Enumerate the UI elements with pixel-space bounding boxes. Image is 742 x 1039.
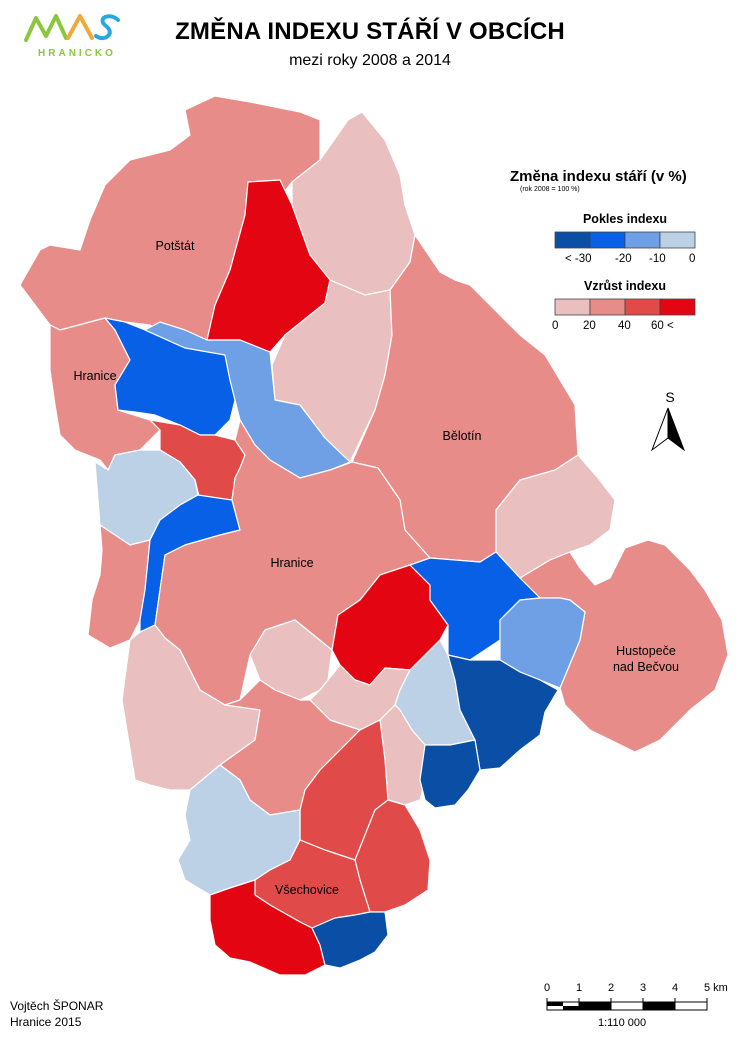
- region-west-pink[interactable]: [87, 524, 151, 649]
- place-label-hustopece: Hustopeče: [616, 644, 676, 658]
- scale-label-3: 3: [640, 982, 647, 994]
- legend-increase-swatch-2: [589, 298, 626, 316]
- legend-increase-swatch-4: [659, 298, 696, 316]
- scale-bar: [546, 998, 708, 1011]
- scale-label-4: 4: [672, 982, 679, 994]
- map-subtitle: mezi roky 2008 a 2014: [289, 52, 451, 69]
- legend-decrease-tick-3: -10: [649, 253, 666, 265]
- scale-label-2: 2: [608, 982, 615, 994]
- place-label-hranice: Hranice: [270, 556, 313, 570]
- mas-hranicko-logo: HRANICKO: [22, 8, 132, 64]
- legend-decrease-swatch-3: [624, 231, 661, 249]
- legend-note: (rok 2008 = 100 %): [520, 186, 580, 193]
- credits: Vojtěch ŠPONAR Hranice 2015: [10, 998, 103, 1030]
- legend-decrease-swatch-1: [554, 231, 591, 249]
- legend-increase-swatch-3: [624, 298, 661, 316]
- scale-label-0: 0: [544, 982, 551, 994]
- region-dark-blue-south[interactable]: [419, 739, 481, 809]
- place-label-nad-becvou: nad Bečvou: [613, 660, 679, 674]
- logo-subtext: HRANICKO: [38, 48, 116, 59]
- legend-increase-tick-3: 40: [618, 320, 631, 332]
- legend-increase-heading: Vzrůst indexu: [584, 279, 666, 293]
- legend-decrease-tick-2: -20: [615, 253, 632, 265]
- scale-label-1: 1: [576, 982, 583, 994]
- legend-increase-tick-2: 20: [583, 320, 596, 332]
- legend-increase-tick-1: 0: [552, 320, 559, 332]
- legend-title: Změna indexu stáří (v %): [510, 168, 687, 185]
- scale-label-5: 5 km: [704, 982, 728, 994]
- north-arrow-icon: S: [650, 389, 686, 452]
- scale-ratio: 1:110 000: [598, 1017, 647, 1029]
- map-title: ZMĚNA INDEXU STÁŘÍ V OBCÍCH: [175, 18, 565, 45]
- legend-decrease-tick-1: < -30: [565, 253, 592, 265]
- region-north-red[interactable]: [206, 179, 331, 353]
- legend-decrease-heading: Pokles indexu: [582, 212, 668, 226]
- legend-increase-swatch-1: [554, 298, 591, 316]
- credits-place-year: Hranice 2015: [10, 1015, 82, 1029]
- north-arrow-label: S: [665, 389, 674, 405]
- place-label-potstat: Potštát: [156, 239, 195, 253]
- legend-increase-tick-4: 60 <: [651, 320, 674, 332]
- place-label-hranice-north: Hranice: [73, 369, 116, 383]
- place-label-vsechovice: Všechovice: [275, 883, 339, 897]
- place-label-belotin: Bělotín: [443, 429, 482, 443]
- credits-author: Vojtěch ŠPONAR: [10, 999, 104, 1013]
- legend-decrease-tick-4: 0: [689, 253, 696, 265]
- mas-logo-mark: [24, 14, 120, 42]
- legend-decrease-swatch-2: [589, 231, 626, 249]
- legend-decrease-swatch-4: [659, 231, 696, 249]
- legend-increase-bar: [554, 298, 696, 316]
- legend-decrease-bar: [554, 231, 696, 249]
- region-south-dark-blue[interactable]: [311, 911, 389, 969]
